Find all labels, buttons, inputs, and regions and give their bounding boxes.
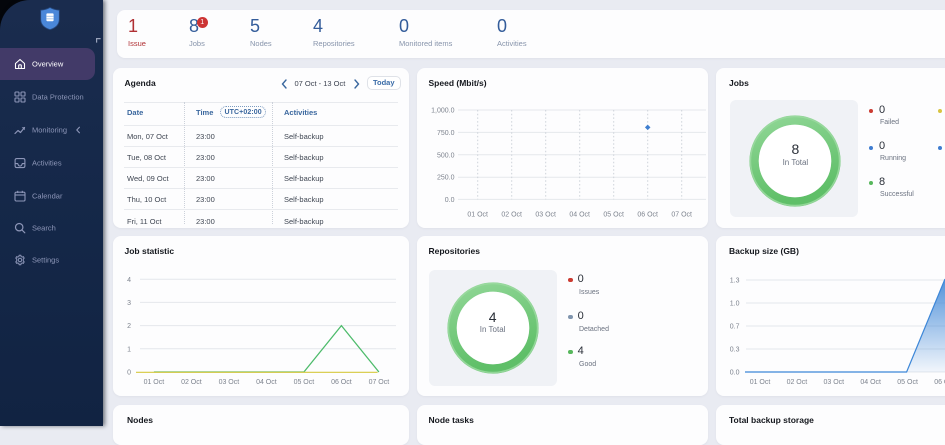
svg-text:04 Oct: 04 Oct — [860, 379, 881, 386]
svg-text:06 Oct: 06 Oct — [331, 379, 352, 386]
svg-text:07 Oct: 07 Oct — [671, 212, 692, 219]
svg-text:0.0: 0.0 — [730, 370, 740, 377]
svg-text:03 Oct: 03 Oct — [219, 379, 240, 386]
svg-text:750.0: 750.0 — [437, 130, 455, 137]
svg-text:0.7: 0.7 — [730, 324, 740, 331]
svg-text:1.0: 1.0 — [730, 301, 740, 308]
svg-text:05 Oct: 05 Oct — [603, 212, 624, 219]
svg-text:05 Oct: 05 Oct — [897, 379, 918, 386]
svg-text:01 Oct: 01 Oct — [467, 212, 488, 219]
svg-text:01 Oct: 01 Oct — [750, 379, 771, 386]
svg-text:04 Oct: 04 Oct — [569, 212, 590, 219]
svg-text:1: 1 — [127, 346, 131, 353]
svg-text:06 Oct: 06 Oct — [934, 379, 945, 386]
svg-text:01 Oct: 01 Oct — [144, 379, 165, 386]
svg-text:2: 2 — [127, 323, 131, 330]
svg-text:02 Oct: 02 Oct — [501, 212, 522, 219]
svg-text:06 Oct: 06 Oct — [637, 212, 658, 219]
svg-text:0.0: 0.0 — [445, 197, 455, 204]
svg-text:250.0: 250.0 — [437, 175, 455, 182]
svg-text:1.3: 1.3 — [730, 278, 740, 285]
svg-text:02 Oct: 02 Oct — [181, 379, 202, 386]
svg-text:1,000.0: 1,000.0 — [431, 108, 454, 115]
svg-text:05 Oct: 05 Oct — [294, 379, 315, 386]
svg-text:07 Oct: 07 Oct — [369, 379, 390, 386]
svg-text:04 Oct: 04 Oct — [256, 379, 277, 386]
svg-text:03 Oct: 03 Oct — [823, 379, 844, 386]
svg-text:4: 4 — [127, 277, 131, 284]
svg-text:3: 3 — [127, 300, 131, 307]
svg-text:500.0: 500.0 — [437, 152, 455, 159]
svg-text:0.3: 0.3 — [730, 347, 740, 354]
svg-text:03 Oct: 03 Oct — [535, 212, 556, 219]
svg-text:0: 0 — [127, 370, 131, 377]
svg-text:02 Oct: 02 Oct — [787, 379, 808, 386]
